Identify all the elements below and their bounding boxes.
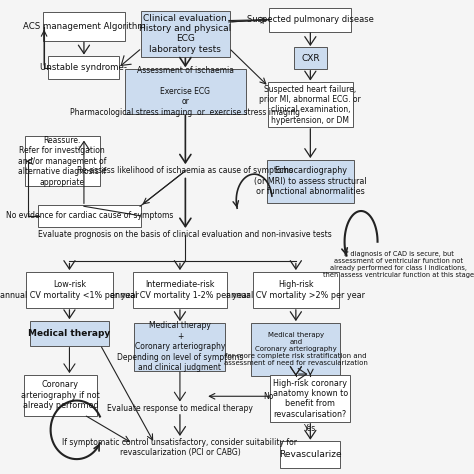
- FancyBboxPatch shape: [125, 69, 246, 114]
- Text: Yes: Yes: [304, 424, 317, 433]
- FancyBboxPatch shape: [26, 272, 113, 309]
- Text: Low-risk
annual CV mortality <1% per year: Low-risk annual CV mortality <1% per yea…: [0, 280, 139, 300]
- FancyBboxPatch shape: [294, 47, 327, 69]
- Text: CXR: CXR: [301, 54, 319, 63]
- FancyBboxPatch shape: [30, 320, 109, 346]
- Text: Assessment of ischaemia

Exercise ECG
or
Pharmacological stress imaging  or  exe: Assessment of ischaemia Exercise ECG or …: [70, 66, 301, 117]
- FancyBboxPatch shape: [269, 8, 351, 32]
- Text: Clinical evaluation
History and physical
ECG
laboratory tests: Clinical evaluation History and physical…: [139, 14, 231, 54]
- Text: Suspected pulmonary disease: Suspected pulmonary disease: [247, 15, 374, 24]
- FancyBboxPatch shape: [48, 56, 119, 79]
- Text: Medical therapy
and
Coronary arteriography
for more complete risk stratification: Medical therapy and Coronary arteriograp…: [224, 332, 368, 366]
- FancyBboxPatch shape: [268, 82, 353, 128]
- FancyBboxPatch shape: [253, 272, 338, 309]
- Text: Evaluate response to medical therapy: Evaluate response to medical therapy: [107, 403, 253, 412]
- Text: ACS management Algorithm: ACS management Algorithm: [23, 22, 146, 31]
- Text: Evaluate prognosis on the basis of clinical evaluation and non-invasive tests: Evaluate prognosis on the basis of clini…: [38, 230, 332, 239]
- FancyBboxPatch shape: [43, 12, 125, 41]
- FancyBboxPatch shape: [267, 160, 354, 203]
- FancyBboxPatch shape: [25, 137, 100, 186]
- Text: No evidence for cardiac cause of symptoms: No evidence for cardiac cause of symptom…: [6, 211, 173, 220]
- Text: High-risk
annual CV mortality >2% per year: High-risk annual CV mortality >2% per ye…: [227, 280, 365, 300]
- Text: Echocardiography
(or MRI) to assess structural
or functional abnormalities: Echocardiography (or MRI) to assess stru…: [254, 166, 367, 196]
- Text: If diagnosis of CAD is secure, but
assessment of ventricular function not
alread: If diagnosis of CAD is secure, but asses…: [323, 251, 474, 278]
- Text: Revascularize: Revascularize: [279, 450, 342, 459]
- FancyBboxPatch shape: [280, 441, 340, 468]
- FancyBboxPatch shape: [133, 272, 227, 309]
- FancyBboxPatch shape: [135, 322, 226, 371]
- Text: Medical therapy: Medical therapy: [28, 329, 110, 338]
- FancyBboxPatch shape: [141, 10, 230, 57]
- FancyBboxPatch shape: [37, 205, 141, 227]
- Text: Intermediate-risk
annual CV mortality 1-2% per year: Intermediate-risk annual CV mortality 1-…: [110, 280, 250, 300]
- Text: Suspected heart failure,
prior MI, abnormal ECG. or
clinical examination,
hypert: Suspected heart failure, prior MI, abnor…: [259, 84, 361, 125]
- FancyBboxPatch shape: [270, 375, 350, 422]
- FancyBboxPatch shape: [24, 374, 97, 416]
- Text: Re-assess likelihood of ischaemia as cause of symptoms: Re-assess likelihood of ischaemia as cau…: [77, 166, 293, 175]
- Text: Reassure.
Refer for investigation
and/or management of
alternative diagnosis if
: Reassure. Refer for investigation and/or…: [18, 136, 106, 187]
- Text: Medical therapy
+
Coronary arteriography
Depending on level of symptoms
and clin: Medical therapy + Coronary arteriography…: [117, 321, 243, 372]
- Text: High-risk coronary
anatomy known to
benefit from
revascularisation?: High-risk coronary anatomy known to bene…: [273, 379, 348, 419]
- Text: If symptomatic control unsatisfactory, consider suitability for
revascularizatio: If symptomatic control unsatisfactory, c…: [63, 438, 297, 457]
- Text: Coronary
arteriography if not
already performed: Coronary arteriography if not already pe…: [21, 381, 100, 410]
- Text: Unstable syndrome-: Unstable syndrome-: [40, 64, 128, 73]
- FancyBboxPatch shape: [251, 322, 340, 376]
- Text: No: No: [264, 392, 274, 401]
